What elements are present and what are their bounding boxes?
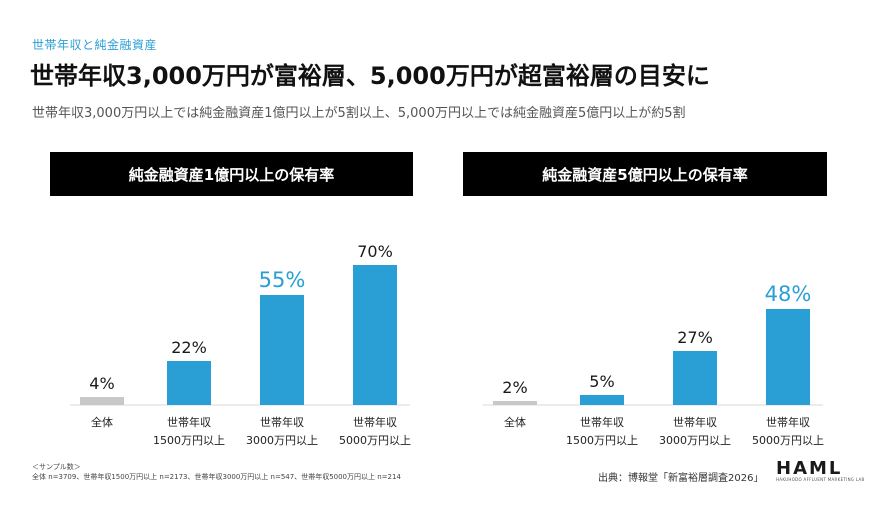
bar-2 bbox=[167, 361, 211, 405]
category-label-2-line-2: 1500万円以上 bbox=[566, 434, 638, 447]
category-label-4-line-2: 5000万円以上 bbox=[339, 434, 411, 447]
logo-wordmark: HAML bbox=[776, 458, 843, 479]
chart-title-right-text: 純金融資産5億円以上の保有率 bbox=[542, 165, 748, 184]
chart-title-left: 純金融資産1億円以上の保有率 bbox=[50, 152, 413, 196]
bar-1 bbox=[80, 397, 124, 405]
source-citation: 出典：博報堂「新富裕層調査2026」 bbox=[598, 473, 764, 484]
category-label-1-line-1: 全体 bbox=[504, 415, 526, 429]
category-label-1-line-1: 全体 bbox=[91, 415, 113, 429]
bar-3 bbox=[260, 295, 304, 405]
page-title: 世帯年収3,000万円が富裕層、5,000万円が超富裕層の目安に bbox=[30, 62, 710, 90]
category-label-4-line-2: 5000万円以上 bbox=[752, 434, 824, 447]
data-label-2: 22% bbox=[171, 338, 207, 357]
bar-4 bbox=[353, 265, 397, 405]
chart-title-left-text: 純金融資産1億円以上の保有率 bbox=[128, 165, 335, 184]
data-label-2: 5% bbox=[589, 372, 614, 391]
category-label-4-line-1: 世帯年収 bbox=[766, 415, 810, 429]
bar-1 bbox=[493, 401, 537, 405]
bar-chart-1oku: 4% 全体 22% 世帯年収 1500万円以上 55% 世帯年収 3000万円以上 70% 世帯年… bbox=[70, 242, 411, 447]
data-label-3: 27% bbox=[677, 328, 713, 347]
bar-chart-5oku: 2% 全体 5% 世帯年収 1500万円以上 27% 世帯年収 3000万円以上 48% 世帯年収… bbox=[483, 282, 824, 447]
category-label-2-line-1: 世帯年収 bbox=[580, 415, 624, 429]
category-label-3-line-1: 世帯年収 bbox=[260, 415, 304, 429]
data-label-4: 70% bbox=[357, 242, 393, 261]
sample-size-note: ＜サンプル数＞ 全体 n=3709、世帯年収1500万円以上 n=2173、世帯… bbox=[32, 462, 401, 482]
section-eyebrow: 世帯年収と純金融資産 bbox=[32, 38, 158, 52]
category-label-2-line-2: 1500万円以上 bbox=[153, 434, 225, 447]
logo-tagline: HAKUHODO AFFLUENT MARKETING LAB bbox=[776, 477, 865, 482]
data-label-1: 2% bbox=[502, 378, 527, 397]
sample-size-heading: ＜サンプル数＞ bbox=[32, 463, 81, 471]
data-label-3: 55% bbox=[259, 268, 306, 292]
category-label-3-line-2: 3000万円以上 bbox=[659, 434, 731, 447]
bar-3 bbox=[673, 351, 717, 405]
category-label-3-line-2: 3000万円以上 bbox=[246, 434, 318, 447]
bar-2 bbox=[580, 395, 624, 405]
category-label-4-line-1: 世帯年収 bbox=[353, 415, 397, 429]
data-label-1: 4% bbox=[89, 374, 114, 393]
category-label-3-line-1: 世帯年収 bbox=[673, 415, 717, 429]
data-label-4: 48% bbox=[765, 282, 812, 306]
bar-4 bbox=[766, 309, 810, 405]
category-label-2-line-1: 世帯年収 bbox=[167, 415, 211, 429]
chart-title-right: 純金融資産5億円以上の保有率 bbox=[463, 152, 827, 196]
haml-logo: HAML HAKUHODO AFFLUENT MARKETING LAB bbox=[776, 458, 865, 482]
sample-size-text: 全体 n=3709、世帯年収1500万円以上 n=2173、世帯年収3000万円… bbox=[32, 473, 401, 481]
page-subtitle: 世帯年収3,000万円以上では純金融資産1億円以上が5割以上、5,000万円以上… bbox=[32, 106, 686, 121]
